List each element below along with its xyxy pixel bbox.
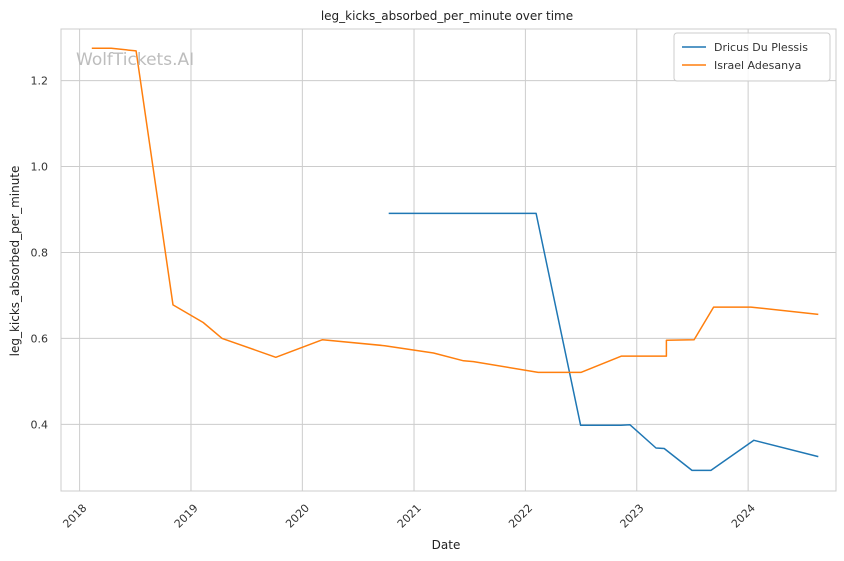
grid	[61, 29, 836, 491]
y-axis: 0.4 0.6 0.8 1.0 1.2	[31, 75, 49, 432]
plot-frame	[60, 28, 837, 492]
y-tick-label: 1.2	[31, 75, 49, 88]
x-tick-label: 2020	[283, 502, 312, 531]
legend-label: Dricus Du Plessis	[714, 41, 808, 54]
x-tick-label: 2021	[395, 502, 424, 531]
x-tick-label: 2022	[506, 502, 535, 531]
legend: Dricus Du Plessis Israel Adesanya	[673, 32, 831, 82]
x-tick-label: 2024	[729, 502, 758, 531]
series-line-dricus-du-plessis	[388, 212, 819, 472]
legend-label: Israel Adesanya	[714, 59, 801, 72]
watermark: WolfTickets.AI	[76, 50, 194, 70]
y-tick-label: 0.4	[31, 418, 49, 431]
x-tick-label: 2018	[60, 502, 89, 531]
x-tick-label: 2019	[172, 502, 201, 531]
y-tick-label: 1.0	[31, 161, 49, 174]
legend-box	[673, 32, 831, 82]
chart-title: leg_kicks_absorbed_per_minute over time	[321, 9, 573, 23]
series-lines	[91, 47, 819, 472]
x-tick-label: 2023	[618, 502, 647, 531]
y-tick-label: 0.8	[31, 246, 49, 259]
x-axis: 2018 2019 2020 2021 2022 2023 2024	[60, 502, 758, 531]
plot-area	[60, 28, 837, 492]
y-axis-title: leg_kicks_absorbed_per_minute	[8, 166, 22, 357]
y-tick-label: 0.6	[31, 332, 49, 345]
x-axis-title: Date	[432, 538, 461, 552]
series-line-israel-adesanya	[91, 47, 819, 374]
